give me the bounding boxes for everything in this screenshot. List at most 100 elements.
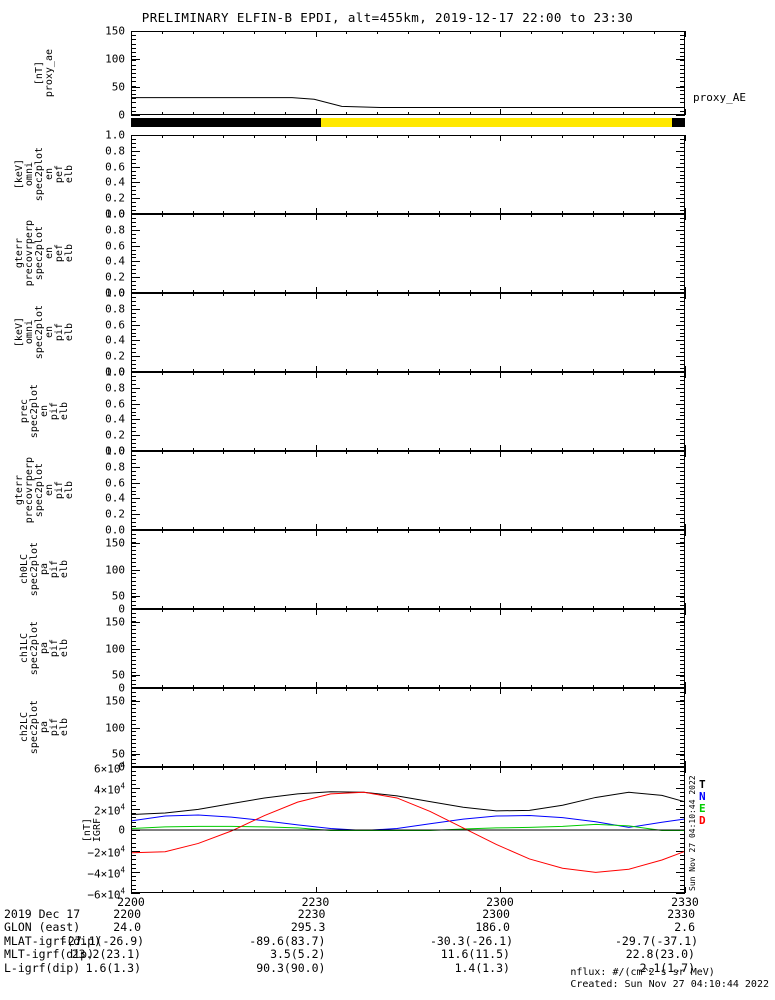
x-tick <box>408 606 409 609</box>
y-major-tick <box>676 701 685 703</box>
y-minor-tick <box>131 56 136 58</box>
x-tick <box>469 451 471 454</box>
x-tick <box>500 31 502 37</box>
x-tick <box>346 890 348 893</box>
x-tick <box>254 372 256 375</box>
y-minor-tick <box>131 731 136 733</box>
y-minor-tick <box>680 454 685 456</box>
x-tick <box>192 527 194 530</box>
status-bar-segment-2 <box>671 118 685 127</box>
y-minor-tick <box>680 656 685 658</box>
y-minor-tick <box>680 846 685 848</box>
x-tick <box>561 31 563 34</box>
y-minor-tick <box>680 612 685 614</box>
panel-pef-en-precovrperp-gterr <box>131 214 685 293</box>
x-tick <box>408 685 409 688</box>
x-tick <box>346 609 348 612</box>
x-tick <box>592 606 594 609</box>
y-minor-tick <box>680 102 685 104</box>
y-minor-tick <box>131 557 136 559</box>
y-minor-tick <box>680 490 685 492</box>
x-tick <box>623 530 625 533</box>
y-minor-tick <box>680 632 685 634</box>
x-tick <box>654 372 656 375</box>
y-minor-tick <box>131 796 136 798</box>
y-minor-tick <box>680 691 685 693</box>
ylabel-part: pif <box>54 481 65 500</box>
y-minor-tick <box>131 561 136 563</box>
y-minor-tick <box>131 281 136 283</box>
y-minor-tick <box>131 249 136 251</box>
x-tick <box>592 530 594 533</box>
y-minor-tick <box>131 68 136 70</box>
x-tick <box>685 451 686 457</box>
x-tick <box>623 290 625 293</box>
y-minor-tick <box>131 395 136 397</box>
x-tick <box>223 112 225 115</box>
y-minor-tick <box>680 206 685 208</box>
y-minor-tick <box>131 842 136 844</box>
y-minor-tick <box>131 817 136 819</box>
x-tick <box>131 208 132 214</box>
legend-item-N: N <box>699 790 706 803</box>
x-tick <box>592 293 594 296</box>
panel-pef-en-omni <box>131 135 685 214</box>
y-tick-label: 100 <box>105 52 125 66</box>
x-tick <box>223 530 225 533</box>
x-tick <box>408 448 409 451</box>
y-minor-tick <box>680 522 685 524</box>
y-minor-tick <box>131 838 136 840</box>
x-tick <box>500 135 502 141</box>
y-minor-tick <box>680 804 685 806</box>
x-tick <box>284 290 286 293</box>
y-tick-label: 0.0 <box>105 365 125 379</box>
y-minor-tick <box>680 138 685 140</box>
y-minor-tick <box>680 825 685 827</box>
y-minor-tick <box>680 43 685 45</box>
x-tick <box>284 372 286 375</box>
ylabel-part: pef <box>54 165 65 184</box>
y-minor-tick <box>680 261 685 263</box>
x-tick <box>161 451 163 454</box>
y-minor-tick <box>680 162 685 164</box>
x-tick <box>161 293 163 296</box>
y-major-tick <box>676 595 685 597</box>
y-minor-tick <box>131 490 136 492</box>
y-minor-tick <box>680 783 685 785</box>
y-tick-label: 0.0 <box>105 207 125 221</box>
y-minor-tick <box>131 609 136 610</box>
y-minor-tick <box>680 340 685 342</box>
x-tick <box>500 887 502 893</box>
ylabel-part: spec2plot <box>34 226 45 281</box>
panel-igrf-yticks: 6×104 4×104 2×104 0 −2×104 −4×104 −6×104 <box>70 761 128 901</box>
panel-proxy-ae <box>131 31 685 115</box>
y-minor-tick <box>131 110 136 112</box>
x-tick <box>685 887 686 893</box>
y-minor-tick <box>131 859 136 861</box>
y-minor-tick <box>131 102 136 104</box>
y-minor-tick <box>680 150 685 152</box>
x-tick <box>685 208 686 214</box>
y-minor-tick <box>131 577 136 579</box>
y-minor-tick <box>680 407 685 409</box>
y-minor-tick <box>131 399 136 401</box>
y-minor-tick <box>680 296 685 298</box>
y-minor-tick <box>680 589 685 591</box>
x-tick <box>223 606 225 609</box>
y-major-tick <box>676 674 685 676</box>
y-minor-tick <box>131 146 136 148</box>
y-minor-tick <box>131 470 136 472</box>
y-minor-tick <box>131 893 136 894</box>
y-minor-tick <box>131 872 136 873</box>
x-tick <box>561 369 563 372</box>
y-minor-tick <box>680 419 685 421</box>
x-tick <box>500 451 502 457</box>
x-tick <box>131 293 132 299</box>
x-tick <box>377 451 379 454</box>
x-tick <box>500 761 502 767</box>
y-minor-tick <box>680 624 685 626</box>
y-minor-tick <box>131 265 136 267</box>
x-tick-label: 2230 <box>301 895 330 909</box>
y-major-tick <box>131 701 140 703</box>
y-minor-tick <box>131 711 136 713</box>
